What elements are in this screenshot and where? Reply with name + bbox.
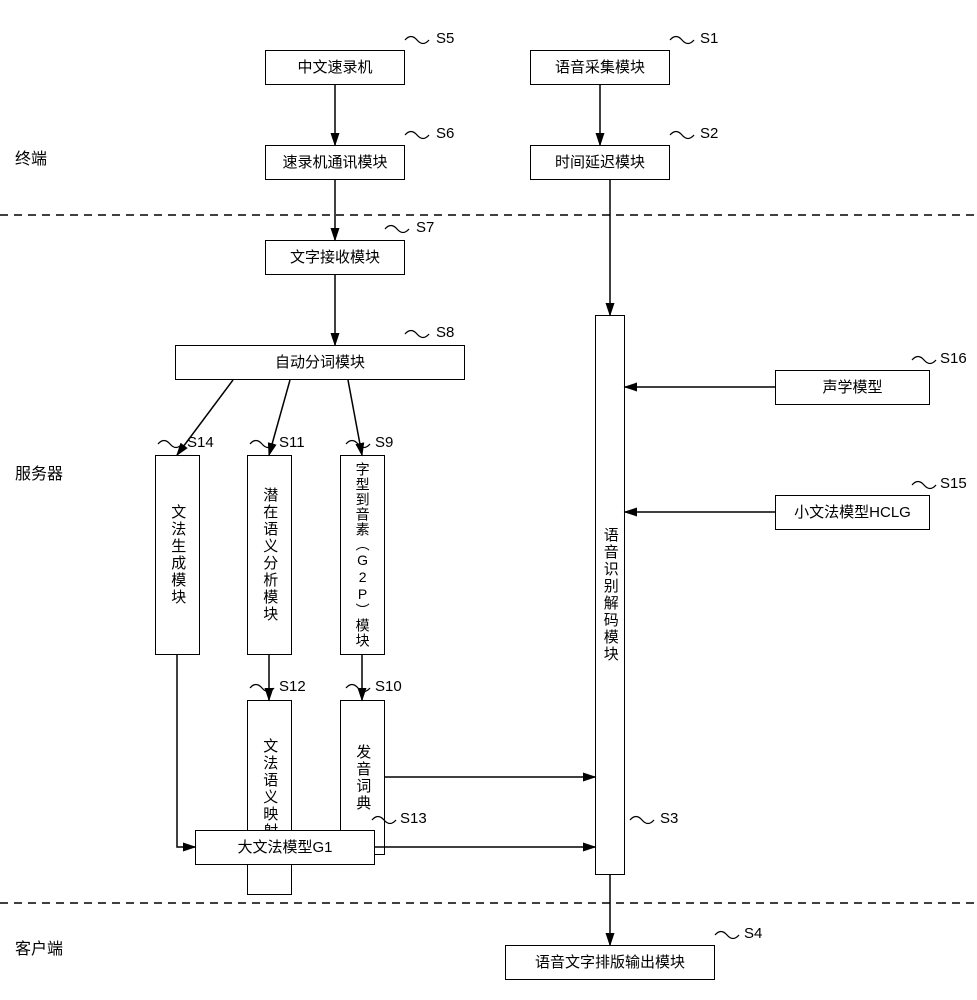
node-s2: 时间延迟模块: [530, 145, 670, 180]
section-server: 服务器: [15, 460, 63, 484]
node-s15: 小文法模型HCLG: [775, 495, 930, 530]
label-s4: S4: [744, 925, 762, 942]
label-s10: S10: [375, 678, 402, 695]
node-s7: 文字接收模块: [265, 240, 405, 275]
node-s1: 语音采集模块: [530, 50, 670, 85]
label-s3: S3: [660, 810, 678, 827]
diagram-canvas: { "sections": { "terminal": "终端", "serve…: [0, 0, 977, 1000]
label-s12: S12: [279, 678, 306, 695]
section-client: 客户端: [15, 935, 63, 959]
label-s7: S7: [416, 219, 434, 236]
label-s14: S14: [187, 434, 214, 451]
label-s16: S16: [940, 350, 967, 367]
label-s11: S11: [279, 434, 305, 451]
label-s13: S13: [400, 810, 427, 827]
node-s14: 文法生成模块: [155, 455, 200, 655]
node-s12: 文法语义映射表: [247, 700, 292, 895]
label-s9: S9: [375, 434, 393, 451]
node-s9: 字型到音素（G2P）模块: [340, 455, 385, 655]
node-s5: 中文速录机: [265, 50, 405, 85]
label-s8: S8: [436, 324, 454, 341]
node-s6: 速录机通讯模块: [265, 145, 405, 180]
node-s4: 语音文字排版输出模块: [505, 945, 715, 980]
node-s3: 语音识别解码模块: [595, 315, 625, 875]
node-s8: 自动分词模块: [175, 345, 465, 380]
label-s6: S6: [436, 125, 454, 142]
label-s5: S5: [436, 30, 454, 47]
label-s1: S1: [700, 30, 718, 47]
node-s11: 潜在语义分析模块: [247, 455, 292, 655]
node-s13: 大文法模型G1: [195, 830, 375, 865]
label-s15: S15: [940, 475, 967, 492]
label-s2: S2: [700, 125, 718, 142]
section-terminal: 终端: [15, 145, 47, 169]
node-s16: 声学模型: [775, 370, 930, 405]
